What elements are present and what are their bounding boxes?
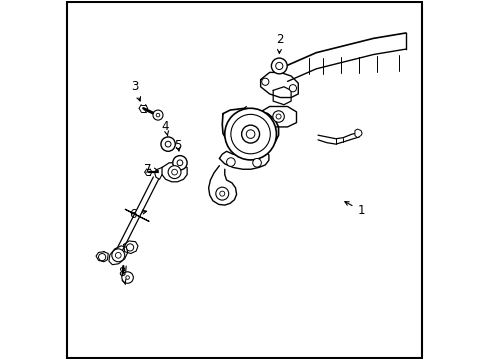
Polygon shape xyxy=(354,129,362,138)
Circle shape xyxy=(168,166,181,179)
Circle shape xyxy=(171,169,177,175)
Circle shape xyxy=(112,249,124,262)
Circle shape xyxy=(156,113,160,117)
Circle shape xyxy=(275,62,282,69)
Circle shape xyxy=(115,252,121,258)
Circle shape xyxy=(226,158,235,166)
Circle shape xyxy=(126,244,133,251)
Circle shape xyxy=(125,276,129,279)
Circle shape xyxy=(165,141,171,147)
Circle shape xyxy=(289,85,296,92)
Circle shape xyxy=(99,253,105,261)
Polygon shape xyxy=(125,209,149,221)
Circle shape xyxy=(252,158,261,167)
Circle shape xyxy=(224,108,276,160)
Circle shape xyxy=(172,156,187,170)
Circle shape xyxy=(276,114,281,119)
Circle shape xyxy=(177,160,183,166)
Text: 3: 3 xyxy=(130,80,140,101)
Circle shape xyxy=(215,187,228,200)
Circle shape xyxy=(241,125,259,143)
Circle shape xyxy=(246,130,254,138)
Circle shape xyxy=(153,110,163,120)
Text: 2: 2 xyxy=(275,33,283,53)
Text: 4: 4 xyxy=(162,121,169,136)
Circle shape xyxy=(271,58,286,74)
Circle shape xyxy=(122,272,133,283)
Text: 1: 1 xyxy=(344,202,364,217)
Circle shape xyxy=(219,191,224,196)
Text: 7: 7 xyxy=(143,163,158,176)
Circle shape xyxy=(161,137,175,151)
Circle shape xyxy=(272,111,284,122)
Circle shape xyxy=(241,110,254,123)
Text: 8: 8 xyxy=(118,266,125,284)
Circle shape xyxy=(230,114,270,154)
Text: 6: 6 xyxy=(129,208,146,221)
Circle shape xyxy=(261,78,268,85)
Text: 5: 5 xyxy=(174,139,182,152)
